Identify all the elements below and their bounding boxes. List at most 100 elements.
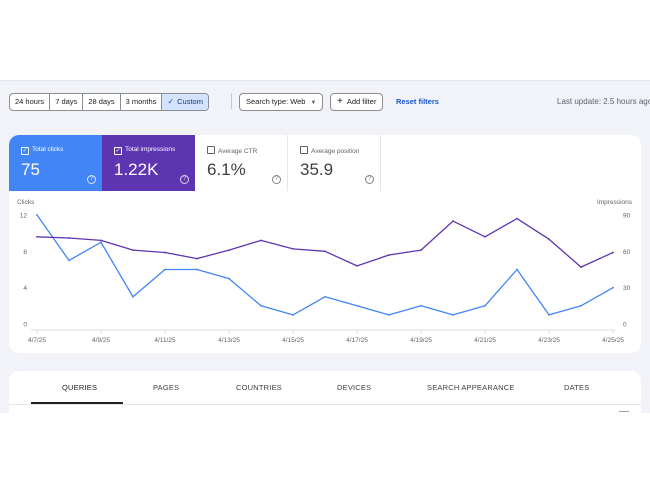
metric-total-clicks[interactable]: ✓ Total clicks 75 ? xyxy=(9,135,102,191)
y-right-tick-label: 60 xyxy=(623,249,631,256)
help-icon[interactable]: ? xyxy=(180,175,189,184)
data-point-clicks xyxy=(68,259,70,262)
data-point-impressions xyxy=(100,239,102,242)
series-line-clicks xyxy=(36,214,614,316)
y-right-tick-label: 90 xyxy=(623,213,631,220)
data-point-clicks xyxy=(484,304,486,307)
tab-queries[interactable]: QUERIES xyxy=(62,383,98,392)
data-point-impressions xyxy=(324,250,326,253)
help-icon[interactable]: ? xyxy=(365,175,374,184)
data-point-impressions xyxy=(580,266,582,268)
range-28-days[interactable]: 28 days xyxy=(83,94,121,110)
data-point-impressions xyxy=(260,239,262,242)
x-tick-label: 4/23/25 xyxy=(538,337,560,344)
metric-total-impressions[interactable]: ✓ Total impressions 1.22K ? xyxy=(102,135,195,191)
filter-toolbar: 24 hours 7 days 28 days 3 months ✓ Custom… xyxy=(9,93,650,111)
range-custom-label: Custom xyxy=(177,97,203,106)
data-point-clicks xyxy=(164,268,166,271)
add-filter-label: Add filter xyxy=(346,97,377,106)
metric-value: 1.22K xyxy=(114,160,159,179)
range-custom[interactable]: ✓ Custom xyxy=(162,94,208,110)
data-point-impressions xyxy=(228,249,230,252)
metric-average-ctr[interactable]: Average CTR 6.1% ? xyxy=(195,135,288,191)
metric-value: 6.1% xyxy=(207,160,246,179)
last-update-text: Last update: 2.5 hours ago xyxy=(557,97,650,106)
x-tick-label: 4/11/25 xyxy=(154,337,176,344)
x-tick-label: 4/25/25 xyxy=(602,337,624,344)
active-tab-indicator xyxy=(31,402,123,404)
range-24-hours[interactable]: 24 hours xyxy=(10,94,51,110)
tabs-divider xyxy=(9,404,641,405)
x-tick-label: 4/17/25 xyxy=(346,337,368,344)
y-left-tick-label: 8 xyxy=(23,249,27,256)
tab-countries[interactable]: COUNTRIES xyxy=(236,383,282,392)
performance-panel: 24 hours 7 days 28 days 3 months ✓ Custom… xyxy=(0,80,650,413)
data-point-clicks xyxy=(612,286,614,289)
toolbar-divider xyxy=(231,93,232,109)
checkbox-checked-icon[interactable]: ✓ xyxy=(114,147,122,155)
data-point-clicks xyxy=(356,304,358,307)
tab-dates[interactable]: DATES xyxy=(564,383,590,392)
y-left-tick-label: 4 xyxy=(23,285,27,292)
data-point-clicks xyxy=(36,214,38,216)
filter-rows-icon[interactable] xyxy=(619,411,629,412)
data-point-clicks xyxy=(420,304,422,307)
data-point-impressions xyxy=(196,257,198,260)
series-line-impressions xyxy=(36,217,614,268)
metric-label: Average CTR xyxy=(218,148,258,155)
dimension-tabs: QUERIES PAGES COUNTRIES DEVICES SEARCH A… xyxy=(9,371,641,413)
help-icon[interactable]: ? xyxy=(272,175,281,184)
data-point-impressions xyxy=(452,220,454,222)
metric-value: 35.9 xyxy=(300,160,334,179)
x-tick-label: 4/15/25 xyxy=(282,337,304,344)
y-left-tick-label: 0 xyxy=(23,322,27,329)
tab-search-appearance[interactable]: SEARCH APPEARANCE xyxy=(427,383,515,392)
data-point-clicks xyxy=(324,295,326,298)
metric-average-position[interactable]: Average position 35.9 ? xyxy=(288,135,381,191)
tab-pages[interactable]: PAGES xyxy=(153,383,180,392)
x-tick-label: 4/7/25 xyxy=(28,337,46,344)
data-point-impressions xyxy=(164,251,166,254)
data-point-impressions xyxy=(548,238,550,241)
data-point-clicks xyxy=(388,314,390,316)
checkbox-unchecked-icon[interactable] xyxy=(300,146,308,154)
date-range-selector: 24 hours 7 days 28 days 3 months ✓ Custom xyxy=(9,93,209,111)
data-point-impressions xyxy=(612,251,614,254)
performance-line-chart: Clicks Impressions 0 4 8 12 0 30 60 90 4/7/25 4/9… xyxy=(17,199,633,344)
data-point-impressions xyxy=(516,217,518,220)
metric-label: Total clicks xyxy=(32,146,64,153)
x-tick-label: 4/19/25 xyxy=(410,337,432,344)
data-point-impressions xyxy=(68,237,70,239)
data-point-impressions xyxy=(36,235,38,238)
data-point-clicks xyxy=(580,304,582,307)
data-point-clicks xyxy=(228,277,230,280)
performance-chart-card: ✓ Total clicks 75 ? ✓ Total impressions 1.… xyxy=(9,135,641,353)
help-icon[interactable]: ? xyxy=(87,175,96,184)
checkbox-checked-icon[interactable]: ✓ xyxy=(21,147,29,155)
data-point-impressions xyxy=(484,235,486,238)
data-point-impressions xyxy=(388,254,390,256)
data-point-clicks xyxy=(260,304,262,307)
y-axis-left-label: Clicks xyxy=(17,199,35,206)
search-type-dropdown[interactable]: Search type: Web ▼ xyxy=(239,93,324,111)
add-filter-button[interactable]: + Add filter xyxy=(330,93,384,111)
search-type-label: Search type: Web xyxy=(246,97,306,106)
reset-filters-link[interactable]: Reset filters xyxy=(396,97,439,106)
checkbox-unchecked-icon[interactable] xyxy=(207,146,215,154)
data-point-clicks xyxy=(100,241,102,244)
data-point-clicks xyxy=(132,295,134,298)
x-tick-label: 4/13/25 xyxy=(218,337,240,344)
y-left-tick-label: 12 xyxy=(20,213,28,220)
range-7-days[interactable]: 7 days xyxy=(50,94,84,110)
data-point-impressions xyxy=(132,249,134,252)
data-point-impressions xyxy=(292,248,294,250)
data-point-impressions xyxy=(420,249,422,252)
data-point-clicks xyxy=(196,268,198,271)
y-right-tick-label: 0 xyxy=(623,322,627,329)
data-point-impressions xyxy=(356,264,358,267)
x-tick-label: 4/21/25 xyxy=(474,337,496,344)
metric-label: Total impressions xyxy=(125,146,176,153)
x-tick-label: 4/9/25 xyxy=(92,337,110,344)
range-3-months[interactable]: 3 months xyxy=(121,94,163,110)
tab-devices[interactable]: DEVICES xyxy=(337,383,372,392)
